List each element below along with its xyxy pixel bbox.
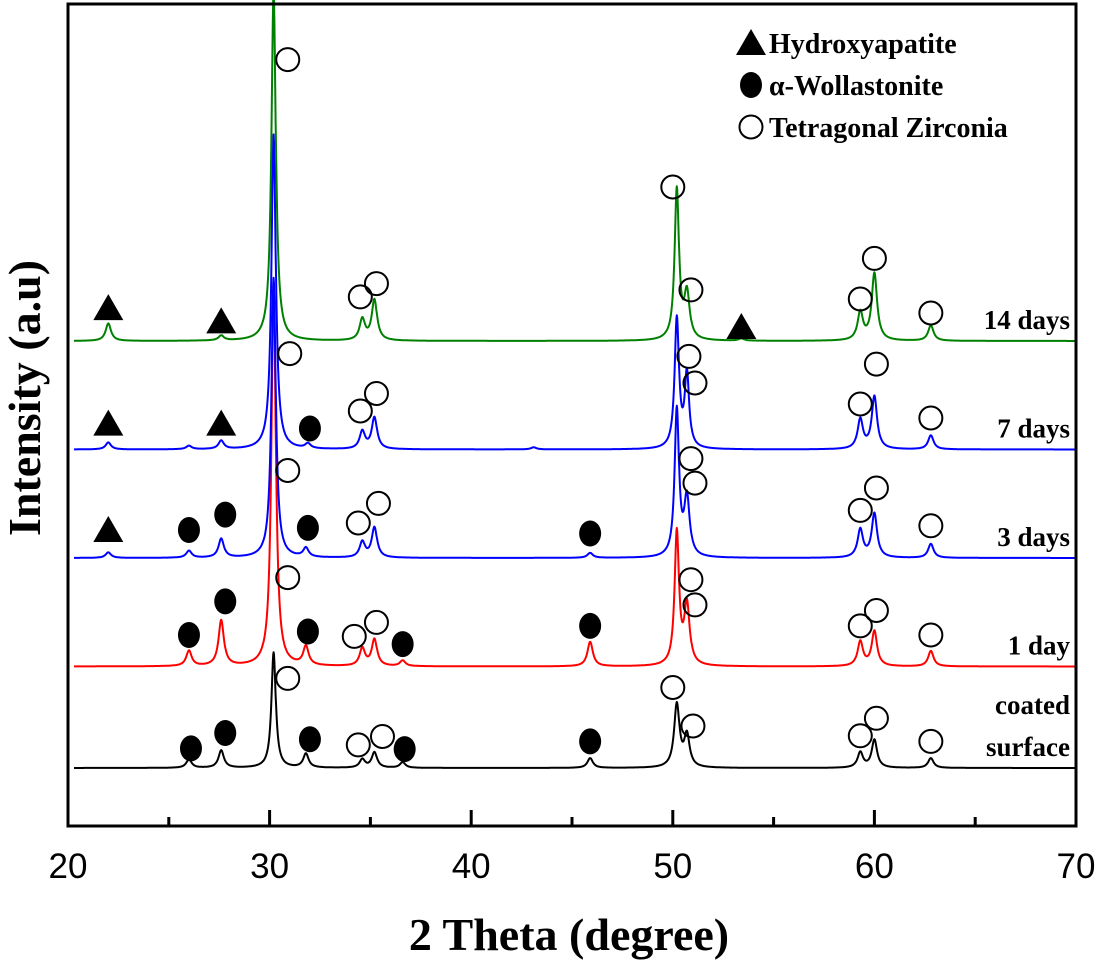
zirconia-marker — [863, 475, 889, 501]
zirconia-marker — [345, 732, 371, 758]
series-label: surface — [986, 732, 1070, 762]
wollastonite-marker — [296, 514, 319, 541]
wollastonite-marker — [177, 517, 200, 543]
legend-open-circle-icon — [738, 114, 764, 140]
wollastonite-marker — [298, 415, 321, 442]
x-tick-label: 60 — [855, 847, 894, 886]
series-line-coated-surface — [73, 651, 1077, 769]
zirconia-marker — [277, 341, 303, 367]
zirconia-marker — [275, 565, 301, 591]
zirconia-marker — [341, 623, 367, 649]
wollastonite-marker — [177, 622, 200, 648]
zirconia-marker — [363, 271, 389, 297]
hydroxyapatite-marker — [93, 294, 124, 321]
hydroxyapatite-marker — [726, 313, 757, 339]
x-axis-ticks: 20 30 40 50 60 70 — [49, 810, 1096, 886]
series-layer — [73, 0, 1077, 769]
zirconia-marker — [347, 398, 373, 424]
hydroxyapatite-marker — [206, 409, 237, 436]
zirconia-marker — [918, 405, 944, 431]
legend-entry: Hydroxyapatite — [736, 29, 957, 60]
series-label-layer: coated surface 1 day 3 days 7 days 14 days — [984, 305, 1071, 762]
legend: Hydroxyapatite α-Wollastonite Tetragonal Z… — [736, 29, 1008, 144]
zirconia-marker — [847, 286, 873, 312]
series-label: coated — [995, 690, 1070, 720]
zirconia-marker — [678, 446, 704, 472]
series-line-7-days — [73, 133, 1077, 451]
x-tick-label: 70 — [1057, 847, 1096, 886]
x-axis-label: 2 Theta (degree) — [409, 909, 729, 960]
x-tick-label: 40 — [452, 847, 491, 886]
wollastonite-marker — [579, 728, 602, 755]
legend-entry: α-Wollastonite — [740, 71, 943, 102]
zirconia-marker — [275, 47, 301, 73]
zirconia-marker — [863, 705, 889, 731]
zirconia-marker — [861, 245, 887, 271]
x-tick-label: 50 — [653, 847, 692, 886]
zirconia-marker — [347, 284, 373, 310]
wollastonite-marker — [214, 588, 237, 615]
series-label: 7 days — [997, 414, 1070, 444]
wollastonite-marker — [179, 735, 202, 762]
wollastonite-marker — [393, 736, 416, 763]
zirconia-marker — [863, 351, 889, 377]
legend-filled-circle-icon — [740, 72, 762, 98]
zirconia-marker — [363, 381, 389, 406]
zirconia-marker — [847, 723, 873, 749]
legend-triangle-icon — [736, 29, 766, 55]
zirconia-marker — [680, 713, 706, 739]
zirconia-marker — [918, 622, 944, 648]
zirconia-marker — [863, 598, 889, 623]
zirconia-marker — [363, 609, 389, 635]
zirconia-marker — [369, 724, 395, 749]
wollastonite-marker — [296, 618, 319, 645]
zirconia-marker — [660, 174, 686, 200]
zirconia-marker — [275, 458, 301, 483]
zirconia-marker — [682, 592, 708, 618]
wollastonite-marker — [579, 520, 602, 547]
zirconia-marker — [365, 490, 391, 516]
wollastonite-marker — [214, 720, 237, 746]
zirconia-marker — [918, 728, 944, 754]
y-axis-label: Intensity (a.u) — [0, 260, 50, 536]
zirconia-marker — [275, 665, 301, 691]
series-label: 3 days — [997, 522, 1070, 552]
wollastonite-marker — [391, 631, 414, 658]
legend-entry: Tetragonal Zirconia — [738, 113, 1008, 144]
wollastonite-marker — [298, 726, 321, 753]
x-tick-label: 30 — [250, 847, 289, 886]
zirconia-marker — [678, 567, 704, 593]
zirconia-marker — [847, 391, 873, 417]
zirconia-marker — [847, 613, 873, 639]
series-label: 14 days — [984, 305, 1070, 335]
legend-label: α-Wollastonite — [769, 71, 943, 102]
wollastonite-marker — [214, 501, 237, 528]
zirconia-marker — [918, 513, 944, 539]
hydroxyapatite-marker — [93, 409, 124, 436]
series-line-3-days — [73, 276, 1077, 559]
zirconia-marker — [682, 370, 708, 396]
series-line-1-day — [73, 280, 1077, 668]
zirconia-marker — [345, 510, 371, 536]
zirconia-marker — [660, 675, 686, 700]
series-line-14-days — [73, 0, 1077, 342]
series-label: 1 day — [1008, 631, 1071, 661]
zirconia-marker — [676, 343, 702, 369]
hydroxyapatite-marker — [93, 516, 124, 542]
hydroxyapatite-marker — [206, 307, 237, 334]
zirconia-marker — [847, 497, 873, 523]
zirconia-marker — [918, 300, 944, 326]
marker-layer — [93, 47, 944, 763]
zirconia-marker — [678, 277, 704, 303]
zirconia-marker — [682, 470, 708, 496]
legend-label: Tetragonal Zirconia — [769, 113, 1008, 144]
legend-label: Hydroxyapatite — [769, 29, 957, 60]
wollastonite-marker — [579, 612, 602, 639]
x-tick-label: 20 — [49, 847, 88, 886]
